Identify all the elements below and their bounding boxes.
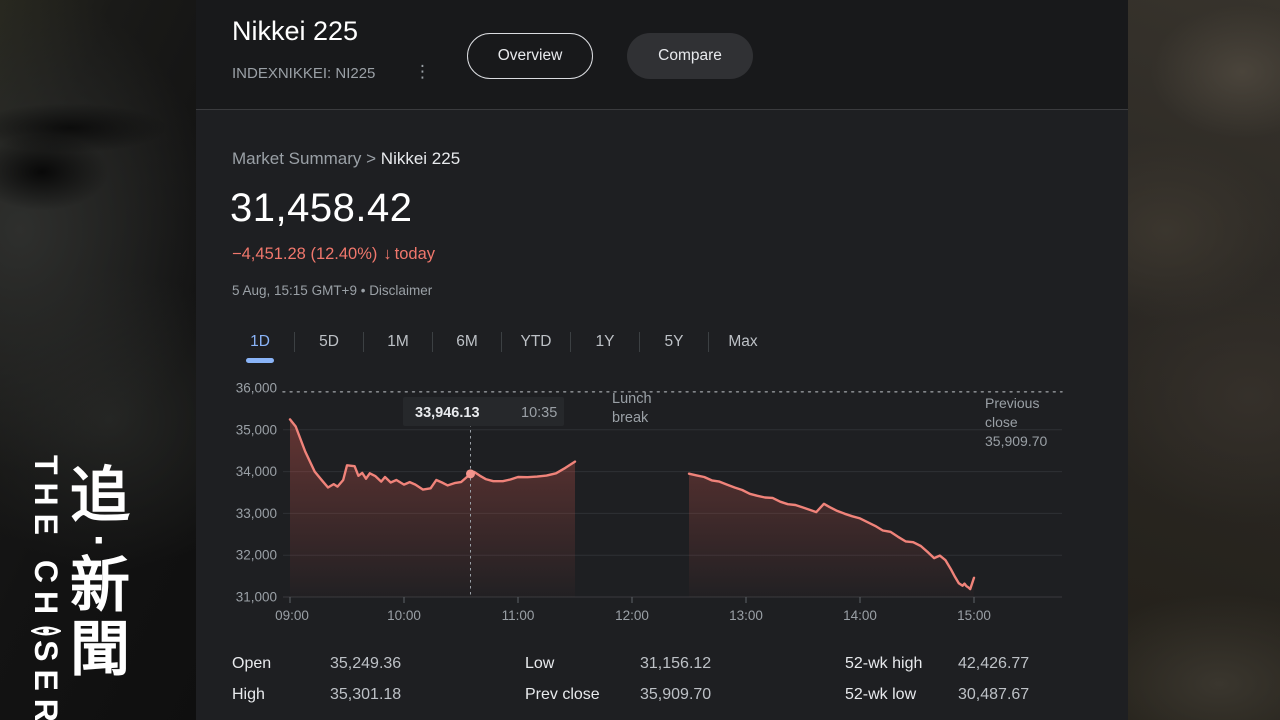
eye-icon <box>26 624 63 638</box>
breadcrumb-market-summary-link[interactable]: Market Summary <box>232 149 362 168</box>
previous-close-label: Previous close 35,909.70 <box>985 395 1047 449</box>
tab-max[interactable]: Max <box>728 333 758 350</box>
kebab-menu-icon[interactable]: ⋮ <box>414 62 431 81</box>
morning-session-line <box>288 418 577 491</box>
quote-timestamp: 5 Aug, 15:15 GMT+9 • Disclaimer <box>232 283 432 298</box>
tab-divider <box>432 332 433 352</box>
x-axis-ticks <box>289 597 975 603</box>
change-value: −4,451.28 (12.40%) <box>232 245 378 263</box>
breadcrumb-current: Nikkei 225 <box>380 149 461 168</box>
stat-label: Prev close <box>525 686 600 703</box>
svg-text:10:35: 10:35 <box>521 405 557 421</box>
tab-divider <box>294 332 295 352</box>
svg-text:12:00: 12:00 <box>615 608 649 623</box>
brand-zh-char: 聞 <box>70 616 130 683</box>
arrow-down-icon: ↓ <box>383 245 392 263</box>
stat-value: 31,156.12 <box>640 655 712 672</box>
overview-button[interactable]: Overview <box>467 33 593 79</box>
svg-text:31,000: 31,000 <box>236 590 277 605</box>
stat-label: High <box>232 686 265 703</box>
svg-text:36,000: 36,000 <box>236 381 277 396</box>
svg-text:Lunch: Lunch <box>612 391 652 407</box>
svg-text:34,000: 34,000 <box>236 464 277 479</box>
tab-1m[interactable]: 1M <box>387 333 409 350</box>
svg-text:Previous: Previous <box>985 395 1039 411</box>
svg-text:09:00: 09:00 <box>275 608 309 623</box>
breadcrumb-separator: > <box>361 149 381 168</box>
afternoon-session-area <box>689 473 974 597</box>
brand-en-pre: THE CH <box>28 455 64 623</box>
svg-text:13:00: 13:00 <box>729 608 763 623</box>
brand-chinese: 追 · 新 聞 <box>66 464 134 682</box>
compare-button[interactable]: Compare <box>627 33 753 79</box>
breadcrumb: Market Summary > Nikkei 225 <box>232 149 460 169</box>
panel-header: Nikkei 225 INDEXNIKKEI: NI225 ⋮ Overview… <box>196 0 1128 110</box>
stat-label: 52-wk low <box>845 686 917 703</box>
stat-value: 42,426.77 <box>958 655 1030 672</box>
stat-label: 52-wk high <box>845 655 923 672</box>
brand-zh-char: 新 <box>70 552 130 619</box>
tab-divider <box>363 332 364 352</box>
svg-text:10:00: 10:00 <box>387 608 421 623</box>
brand-en-post: SER <box>28 640 64 720</box>
svg-text:15:00: 15:00 <box>957 608 991 623</box>
x-axis-labels: 09:00 10:00 11:00 12:00 13:00 14:00 15:0… <box>275 608 991 623</box>
brand-zh-dot: · <box>92 516 108 565</box>
chart-tooltip: 33,946.13 10:35 <box>403 397 564 426</box>
price-chart[interactable]: 36,000 35,000 34,000 33,000 32,000 31,00… <box>196 0 1128 720</box>
svg-text:33,946.13: 33,946.13 <box>415 405 480 421</box>
svg-text:33,000: 33,000 <box>236 506 277 521</box>
morning-session-area <box>290 419 575 597</box>
tab-ytd[interactable]: YTD <box>520 333 552 350</box>
svg-text:close: close <box>985 414 1018 430</box>
afternoon-session-line <box>687 472 976 591</box>
tab-5d[interactable]: 5D <box>319 333 339 350</box>
timestamp-text: 5 Aug, 15:15 GMT+9 • <box>232 283 370 298</box>
tab-5y[interactable]: 5Y <box>664 333 684 350</box>
active-tab-underline <box>246 358 274 363</box>
stat-label: Open <box>232 655 272 672</box>
tab-1d[interactable]: 1D <box>232 328 288 363</box>
page-title: Nikkei 225 <box>232 16 359 46</box>
tab-6m[interactable]: 6M <box>456 333 478 350</box>
key-stats: Open 35,249.36 Low 31,156.12 52-wk high … <box>196 0 1128 720</box>
dollar-bill-backdrop-right <box>1128 0 1280 720</box>
stat-label: Low <box>525 655 555 672</box>
lunch-break-label: Lunch break <box>612 391 652 426</box>
disclaimer-link[interactable]: Disclaimer <box>369 283 433 298</box>
ticker-symbol: INDEXNIKKEI: NI225 <box>232 65 376 82</box>
change-period: today <box>394 245 436 263</box>
tab-1y[interactable]: 1Y <box>595 333 615 350</box>
svg-text:35,909.70: 35,909.70 <box>985 433 1047 449</box>
dollar-bill-backdrop-left <box>0 0 196 720</box>
stat-value: 35,301.18 <box>330 686 402 703</box>
stat-value: 35,909.70 <box>640 686 712 703</box>
y-axis-labels: 36,000 35,000 34,000 33,000 32,000 31,00… <box>236 381 277 605</box>
svg-text:14:00: 14:00 <box>843 608 877 623</box>
svg-text:break: break <box>612 410 649 426</box>
tab-divider <box>639 332 640 352</box>
svg-text:35,000: 35,000 <box>236 422 277 437</box>
tab-divider <box>708 332 709 352</box>
hover-point-marker <box>466 469 475 479</box>
svg-text:11:00: 11:00 <box>502 608 535 623</box>
tab-divider <box>501 332 502 352</box>
brand-zh-char: 追 <box>70 462 130 529</box>
svg-text:32,000: 32,000 <box>236 548 277 563</box>
stat-value: 30,487.67 <box>958 686 1030 703</box>
brand-the-chaser: THE CH SER <box>26 455 64 720</box>
stat-value: 35,249.36 <box>330 655 402 672</box>
price-change: −4,451.28 (12.40%) ↓ today <box>232 245 435 264</box>
tab-divider <box>570 332 571 352</box>
time-range-tabs: 1D 5D 1M 6M YTD 1Y 5Y Max <box>232 328 771 363</box>
google-finance-panel: Nikkei 225 INDEXNIKKEI: NI225 ⋮ Overview… <box>196 0 1128 720</box>
current-price: 31,458.42 <box>230 186 413 230</box>
